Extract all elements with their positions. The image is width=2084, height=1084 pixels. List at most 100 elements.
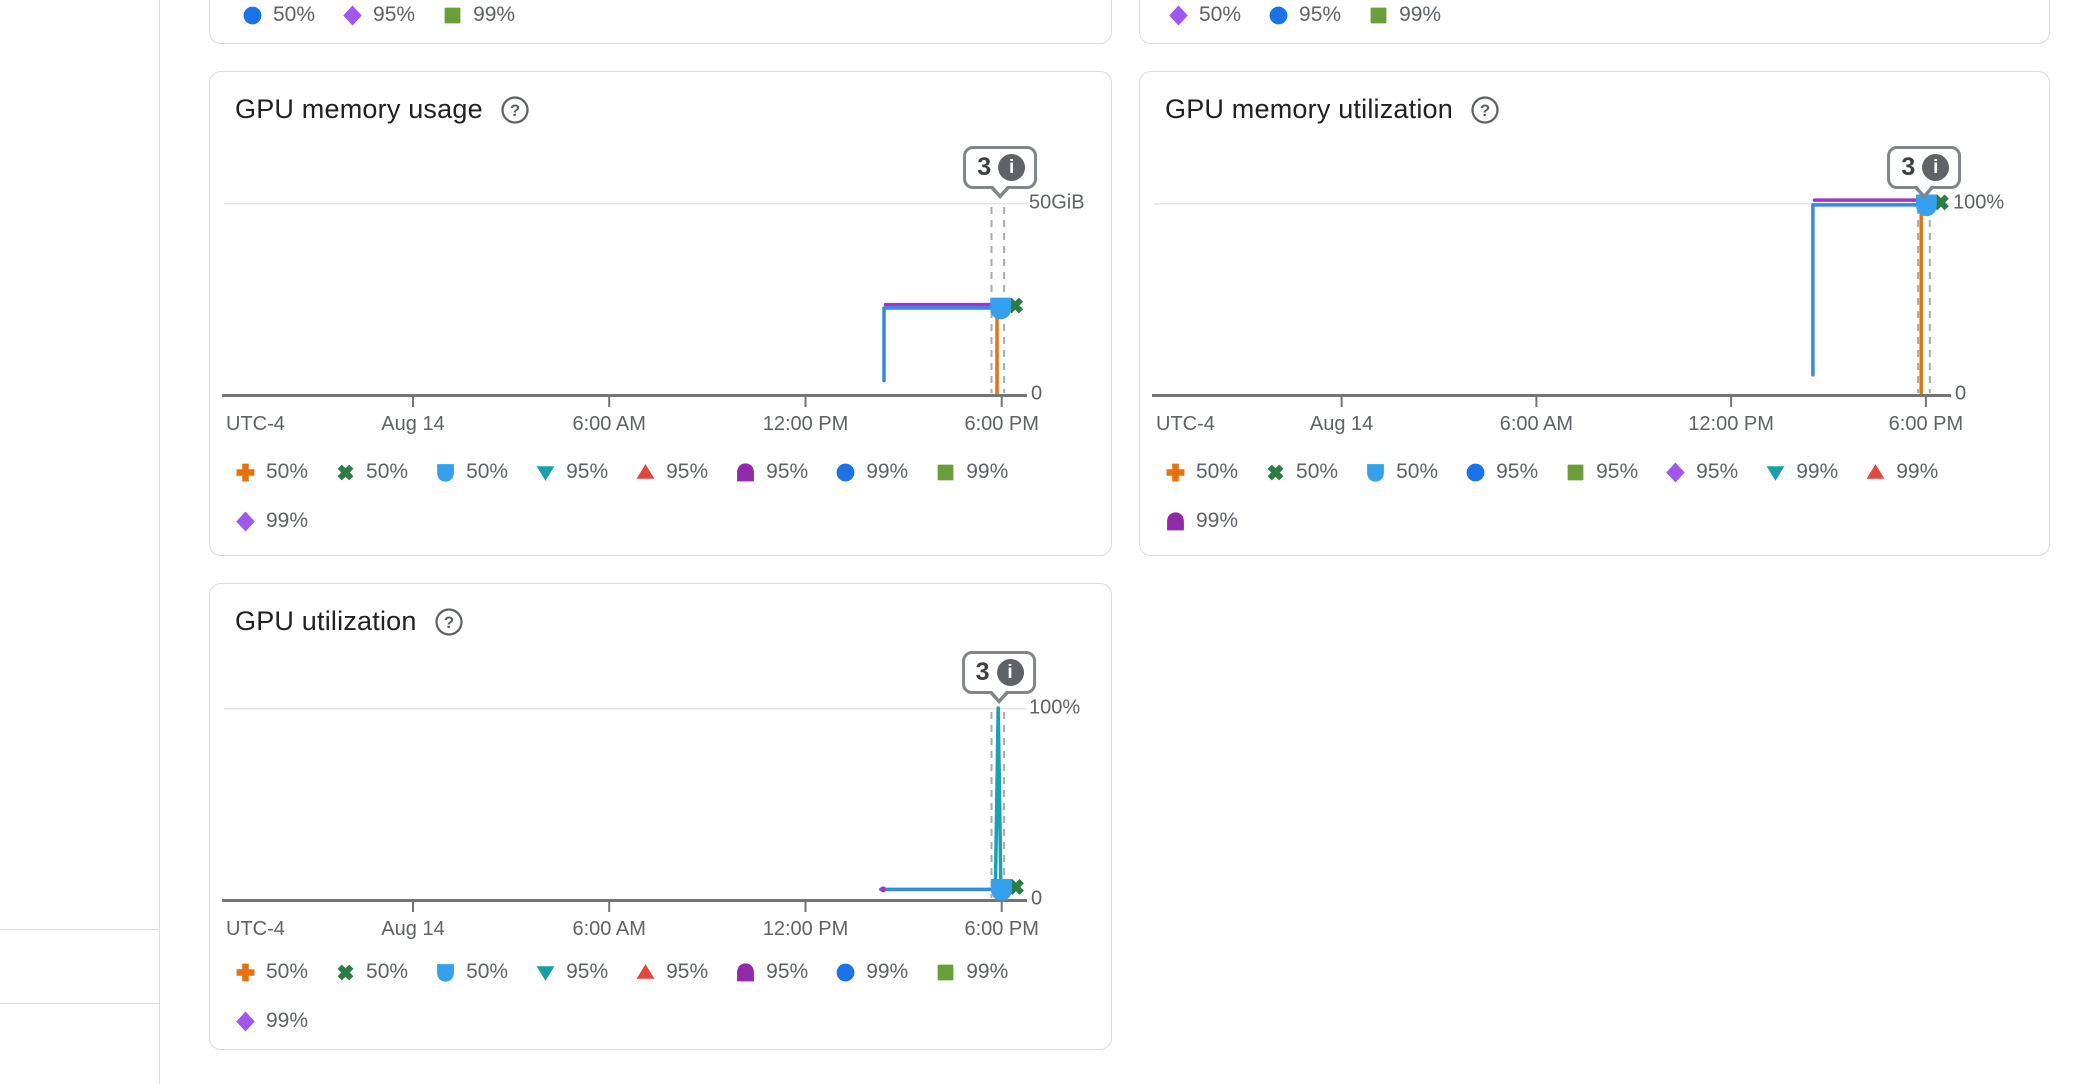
help-icon[interactable]: ? [1470, 95, 1500, 125]
legend-label: 99% [266, 509, 309, 532]
tri_up-marker-icon [1866, 463, 1885, 479]
diamond-marker-icon [1169, 5, 1188, 25]
legend-label: 95% [766, 460, 809, 483]
legend-label: 50% [1196, 460, 1239, 483]
timezone-label: UTC-4 [226, 918, 285, 940]
shield-end-marker-icon [990, 297, 1012, 320]
help-icon[interactable]: ? [434, 607, 464, 637]
x-end-marker-icon [1008, 878, 1024, 895]
legend-label: 95% [1496, 460, 1539, 483]
legend-item[interactable]: 99% [935, 960, 1008, 984]
legend-item[interactable]: 50% [1168, 3, 1241, 27]
legend-label: 50% [1296, 460, 1339, 483]
badge-count: 3 [975, 658, 990, 686]
legend-item[interactable]: 95% [635, 960, 708, 984]
chart-plot-area[interactable]: 100% 0 UTC-4 Aug 14 6:00 AM 12:00 PM 6:00 PM 3 i [1152, 146, 2004, 435]
legend-item[interactable]: 99% [442, 3, 515, 27]
legend-label: 99% [1796, 460, 1839, 483]
circle-marker-icon [1466, 463, 1485, 481]
help-icon[interactable]: ? [500, 95, 530, 125]
x-tick-label: Aug 14 [381, 918, 445, 940]
square-marker-icon [1370, 7, 1387, 23]
chart-plot-area[interactable]: 100% 0 UTC-4 Aug 14 6:00 AM 12:00 PM 6:00 PM 3 i [222, 651, 1080, 940]
shield-marker-icon [437, 463, 454, 482]
legend-label: 95% [1596, 460, 1639, 483]
legend-item[interactable]: 99% [935, 460, 1008, 484]
legend-item[interactable]: 50% [335, 460, 408, 484]
legend-item[interactable]: 99% [1865, 460, 1938, 484]
legend-label: 50% [466, 960, 509, 983]
legend-item[interactable]: 99% [835, 460, 908, 484]
x-marker-icon [337, 464, 354, 480]
timezone-label: UTC-4 [226, 413, 285, 435]
legend-item[interactable]: 95% [1465, 460, 1538, 484]
legend-item[interactable]: 95% [1565, 460, 1638, 484]
legend-item[interactable]: 95% [1268, 3, 1341, 27]
chart-card-partial-left: 50% 95% 99% [209, 0, 1112, 44]
legend-item[interactable]: 95% [735, 460, 808, 484]
diamond-marker-icon [1666, 462, 1685, 482]
legend-item[interactable]: 50% [1365, 460, 1438, 484]
chart-legend-row-2: 99% [235, 509, 308, 533]
tri_up-marker-icon [636, 963, 655, 979]
legend-item[interactable]: 50% [242, 3, 315, 27]
x-tick-label: 6:00 AM [1499, 413, 1574, 435]
legend-item[interactable]: 99% [235, 1009, 308, 1033]
legend-item[interactable]: 50% [1265, 460, 1338, 484]
square-marker-icon [937, 964, 954, 980]
legend-item[interactable]: 50% [235, 460, 308, 484]
chart-title: GPU memory utilization [1165, 94, 1453, 124]
legend-item[interactable]: 50% [1165, 460, 1238, 484]
series-line-blue [1811, 203, 1929, 377]
legend-label: 99% [473, 3, 516, 26]
legend-label: 95% [766, 960, 809, 983]
legend-item[interactable]: 95% [535, 460, 608, 484]
x-tick-label: 6:00 PM [964, 918, 1039, 940]
legend-item[interactable]: 95% [342, 3, 415, 27]
legend-item[interactable]: 95% [1665, 460, 1738, 484]
gpu-utilization-card: GPU utilization ? 100% 0 UTC-4 Aug 14 6:00 A… [209, 583, 1112, 1050]
chart-svg [222, 706, 1027, 912]
series-line-blue [882, 306, 1003, 383]
tri_down-marker-icon [536, 465, 555, 481]
y-axis-min-label: 0 [1031, 382, 1043, 405]
legend-label: 95% [1299, 3, 1342, 26]
shield-end-marker-icon [991, 879, 1012, 901]
info-icon: i [1922, 154, 1950, 181]
legend-label: 50% [273, 3, 316, 26]
legend-label: 95% [566, 460, 609, 483]
chart-legend-row-1: 50% 50% 50% 95% 95% 95% 99% 99% [235, 460, 1008, 484]
badge-count: 3 [977, 153, 992, 181]
legend-item[interactable]: 99% [1368, 3, 1441, 27]
legend-item[interactable]: 50% [435, 460, 508, 484]
legend-label: 95% [1696, 460, 1739, 483]
badge-count: 3 [1901, 153, 1916, 181]
plus-marker-icon [236, 963, 255, 981]
chart-legend: 50% 95% 99% [1168, 3, 1441, 27]
legend-item[interactable]: 95% [635, 460, 708, 484]
tri_down-marker-icon [1766, 465, 1785, 481]
legend-item[interactable]: 99% [1765, 460, 1838, 484]
legend-item[interactable]: 95% [735, 960, 808, 984]
x-end-marker-icon [1007, 297, 1024, 314]
legend-label: 95% [566, 960, 609, 983]
chart-plot-area[interactable]: 50GiB 0 UTC-4 Aug 14 6:00 AM 12:00 PM 6:00 PM 3… [222, 146, 1085, 435]
x-marker-icon [1267, 464, 1284, 480]
legend-item[interactable]: 50% [435, 960, 508, 984]
legend-item[interactable]: 99% [835, 960, 908, 984]
legend-label: 95% [373, 3, 416, 26]
x-tick-label: 6:00 PM [964, 413, 1039, 435]
legend-item[interactable]: 99% [1165, 509, 1238, 533]
chart-legend-row-2: 99% [1165, 509, 1238, 533]
legend-label: 50% [266, 460, 309, 483]
shield-end-marker-icon [1916, 194, 1937, 217]
legend-item[interactable]: 95% [535, 960, 608, 984]
legend-item[interactable]: 50% [235, 960, 308, 984]
legend-item[interactable]: 99% [235, 509, 308, 533]
legend-item[interactable]: 50% [335, 960, 408, 984]
tri_down-marker-icon [536, 965, 555, 981]
legend-label: 99% [866, 960, 909, 983]
